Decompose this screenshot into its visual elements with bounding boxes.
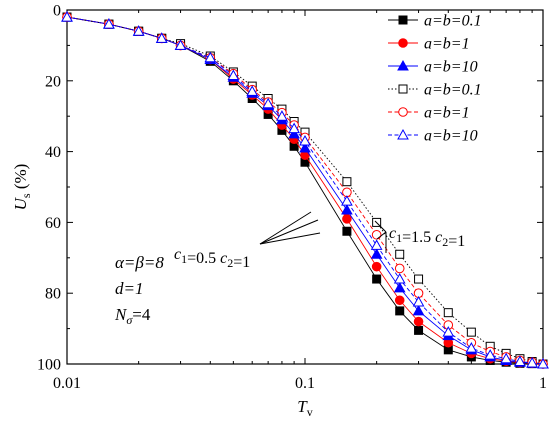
x-tick-label: 0.01	[53, 375, 81, 392]
data-point	[370, 239, 383, 250]
data-point	[342, 226, 352, 236]
y-tick-label: 40	[45, 144, 61, 161]
data-point	[103, 18, 115, 29]
y-axis-title: Us (%)	[11, 164, 33, 211]
annotation-leader	[259, 232, 321, 245]
data-point	[465, 342, 478, 353]
data-point	[227, 69, 240, 80]
data-point	[371, 261, 382, 272]
data-point	[443, 308, 453, 318]
data-point	[413, 316, 424, 327]
data-point	[537, 357, 549, 369]
data-point	[299, 134, 311, 146]
data-point	[61, 11, 73, 22]
param-label: Nσ=4	[114, 305, 151, 327]
data-point	[393, 281, 406, 293]
legend-marker	[397, 59, 409, 71]
data-point	[262, 97, 274, 109]
legend-entry: a=b=0.1	[388, 82, 482, 99]
legend-label: a=b=10	[424, 59, 478, 76]
data-point	[341, 203, 353, 215]
legend-label: a=b=10	[424, 128, 478, 145]
param-label: α=β=8	[115, 253, 164, 272]
data-point	[299, 142, 311, 153]
y-tick-label: 60	[45, 215, 61, 232]
data-point	[414, 325, 424, 335]
annotation-right: c1=1.5 c2=1	[389, 225, 465, 250]
legend-label: a=b=1	[424, 36, 470, 53]
data-point	[394, 263, 405, 274]
legend-entry: a=b=1	[388, 105, 470, 122]
data-point	[372, 274, 382, 284]
data-point	[246, 85, 259, 96]
data-point	[442, 326, 455, 337]
data-point	[395, 249, 405, 259]
annotation-left: c1=0.5 c2=1	[174, 246, 250, 271]
x-tick-label: 0.1	[295, 375, 315, 392]
data-point	[276, 110, 288, 121]
series-6	[61, 11, 549, 369]
annotation-leader	[376, 231, 387, 240]
legend-entry: a=b=0.1	[388, 13, 482, 30]
data-point	[466, 327, 476, 337]
y-tick-label: 100	[37, 357, 61, 374]
legend-entry: a=b=10	[388, 59, 478, 76]
legend-marker	[398, 107, 408, 117]
data-point	[526, 356, 538, 368]
data-point	[394, 295, 405, 306]
data-point	[514, 355, 526, 367]
data-point	[371, 229, 382, 240]
y-tick-label: 0	[53, 3, 61, 20]
data-point	[342, 177, 352, 187]
legend-label: a=b=0.1	[424, 13, 482, 30]
data-point	[414, 274, 424, 284]
data-point	[370, 248, 383, 259]
annotation-leader	[374, 220, 387, 233]
legend-marker	[398, 84, 408, 94]
data-point	[393, 273, 406, 284]
data-point	[395, 306, 405, 316]
data-point	[288, 127, 300, 139]
data-point	[484, 349, 497, 360]
legend-label: a=b=0.1	[424, 82, 482, 99]
data-point	[204, 51, 217, 63]
data-point	[174, 39, 187, 50]
legend-marker	[398, 15, 408, 25]
y-tick-label: 80	[45, 286, 61, 303]
legend-marker	[397, 128, 409, 140]
legend-entry: a=b=10	[388, 128, 478, 145]
legend-label: a=b=1	[424, 105, 470, 122]
annotation-leader	[259, 211, 312, 245]
annotation-leader	[259, 219, 319, 245]
data-point	[341, 195, 353, 206]
data-point	[500, 352, 512, 364]
param-label: d=1	[115, 279, 143, 298]
data-point	[132, 25, 145, 36]
y-tick-label: 20	[45, 73, 61, 90]
data-point	[342, 214, 352, 224]
legend-marker	[398, 38, 408, 48]
data-point	[288, 122, 300, 134]
legend-entry: a=b=1	[388, 36, 470, 53]
x-axis-title: Tv	[297, 397, 312, 419]
data-point	[412, 304, 425, 316]
data-point	[155, 32, 168, 43]
x-tick-label: 1	[539, 375, 547, 392]
data-point	[412, 296, 425, 307]
